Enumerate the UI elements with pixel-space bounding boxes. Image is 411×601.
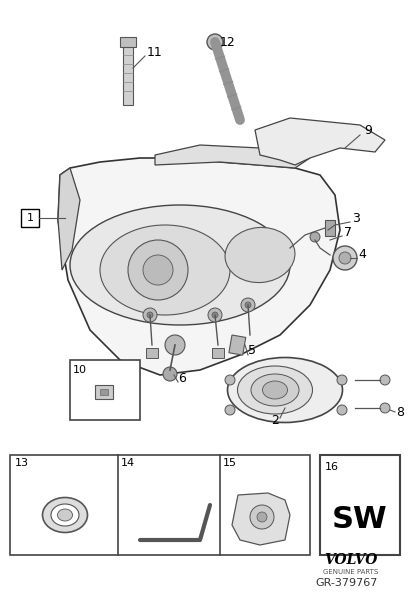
Circle shape <box>147 312 153 318</box>
Bar <box>120 37 136 47</box>
Bar <box>70 360 140 420</box>
Circle shape <box>165 335 185 355</box>
Bar <box>212 348 224 358</box>
Bar <box>123 45 133 105</box>
Circle shape <box>212 312 218 318</box>
Circle shape <box>143 255 173 285</box>
Circle shape <box>225 375 235 385</box>
PathPatch shape <box>58 158 340 375</box>
Text: 8: 8 <box>396 406 404 418</box>
Circle shape <box>143 308 157 322</box>
Bar <box>10 455 310 555</box>
Ellipse shape <box>70 205 290 325</box>
Polygon shape <box>232 493 290 545</box>
Ellipse shape <box>51 504 79 526</box>
Bar <box>100 389 108 395</box>
Polygon shape <box>255 118 385 165</box>
Polygon shape <box>155 145 310 168</box>
Text: 5: 5 <box>248 344 256 356</box>
Circle shape <box>380 403 390 413</box>
Text: 11: 11 <box>147 46 163 58</box>
Text: 3: 3 <box>352 212 360 225</box>
Text: 6: 6 <box>178 371 186 385</box>
Circle shape <box>380 375 390 385</box>
Text: 16: 16 <box>325 462 339 472</box>
Text: 2: 2 <box>271 413 279 427</box>
Circle shape <box>241 298 255 312</box>
Circle shape <box>163 367 177 381</box>
Ellipse shape <box>225 227 295 282</box>
Ellipse shape <box>42 498 88 532</box>
Circle shape <box>339 252 351 264</box>
Text: 10: 10 <box>73 365 87 375</box>
Ellipse shape <box>238 366 312 414</box>
Ellipse shape <box>58 509 72 521</box>
Polygon shape <box>58 168 80 270</box>
Text: GR-379767: GR-379767 <box>316 578 378 588</box>
Circle shape <box>333 246 357 270</box>
Text: 14: 14 <box>121 458 135 468</box>
Circle shape <box>128 240 188 300</box>
Circle shape <box>250 505 274 529</box>
Circle shape <box>207 34 223 50</box>
Circle shape <box>337 405 347 415</box>
Circle shape <box>337 375 347 385</box>
Bar <box>229 335 246 355</box>
Text: 9: 9 <box>364 123 372 136</box>
Ellipse shape <box>228 358 342 423</box>
Circle shape <box>208 308 222 322</box>
Bar <box>21 209 39 227</box>
Text: 12: 12 <box>220 35 236 49</box>
Bar <box>320 455 400 555</box>
Bar <box>95 385 113 399</box>
Text: 4: 4 <box>358 248 366 261</box>
Circle shape <box>310 232 320 242</box>
Circle shape <box>245 302 251 308</box>
Text: GENUINE PARTS: GENUINE PARTS <box>323 569 378 575</box>
Text: 13: 13 <box>15 458 29 468</box>
Text: 7: 7 <box>344 225 352 239</box>
Text: 15: 15 <box>223 458 237 468</box>
Ellipse shape <box>100 225 230 315</box>
Text: SW: SW <box>332 505 388 534</box>
Bar <box>325 220 335 236</box>
Ellipse shape <box>251 374 299 406</box>
Text: 1: 1 <box>26 213 34 223</box>
Bar <box>146 348 158 358</box>
Circle shape <box>225 405 235 415</box>
Text: VOLVO: VOLVO <box>325 553 378 567</box>
Ellipse shape <box>263 381 288 399</box>
Circle shape <box>257 512 267 522</box>
